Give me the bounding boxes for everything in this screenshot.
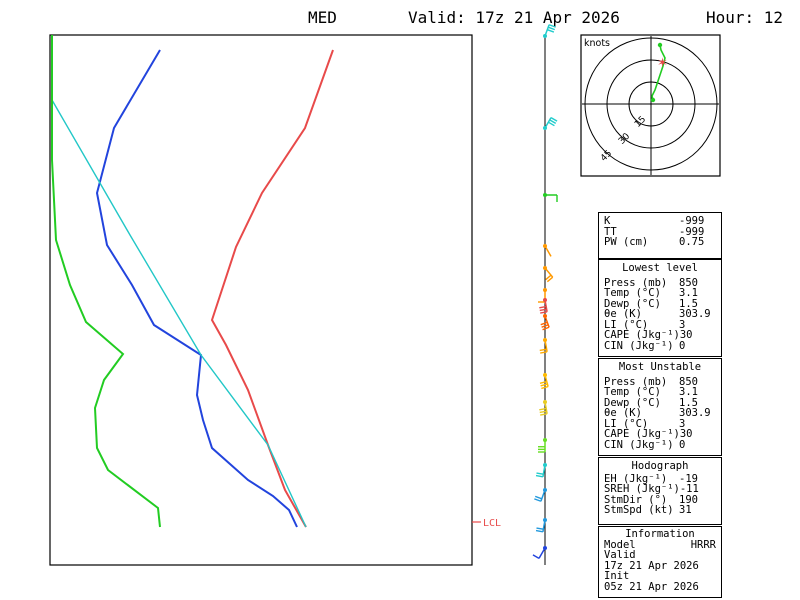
wind-barb bbox=[543, 244, 552, 257]
most-unstable-panel: Most Unstable Press (mb) 850 Temp (°C) 3.1 D… bbox=[598, 358, 722, 456]
most-unstable-row: CAPE (Jkg⁻¹) 30 bbox=[604, 428, 693, 440]
wind-barb bbox=[543, 24, 556, 38]
lowest-level-row: Dewp (°C) 1.5 bbox=[604, 297, 698, 310]
wind-barb bbox=[535, 463, 547, 478]
lowest-level-row: Press (mb) 850 bbox=[604, 276, 698, 289]
init-label: Init bbox=[604, 570, 630, 582]
most-unstable-row: LI (°C) 3 bbox=[604, 417, 686, 430]
hodograph-panel: Hodograph EH (Jkg⁻¹) -19 SREH (Jkg⁻¹) -11 St… bbox=[598, 457, 722, 525]
most-unstable-row: Dewp (°C) 1.5 bbox=[604, 396, 698, 409]
model-row: Model HRRR bbox=[604, 538, 716, 551]
hodograph-trace bbox=[651, 44, 666, 101]
profile-lines bbox=[51, 35, 334, 528]
wetbulb-line bbox=[51, 35, 161, 528]
wind-barb bbox=[535, 518, 547, 533]
information-title: Information bbox=[625, 528, 695, 540]
hodograph: knots 15 30 45 ✶ bbox=[580, 34, 721, 177]
forecast-hour: Hour: 12 bbox=[706, 8, 784, 27]
valid-time: Valid: 17z 21 Apr 2026 bbox=[408, 8, 620, 27]
hodograph-panel-title: Hodograph bbox=[631, 460, 689, 472]
indices-row-pw: PW (cm) 0.75 bbox=[604, 236, 705, 248]
wind-barb bbox=[540, 314, 550, 331]
wind-barb bbox=[543, 193, 558, 202]
lowest-level-panel: Lowest level Press (mb) 850 Temp (°C) 3.1 De… bbox=[598, 259, 722, 357]
wind-barb bbox=[539, 338, 548, 354]
wind-barb bbox=[543, 117, 558, 130]
wind-barb bbox=[532, 546, 547, 559]
dewpoint-line bbox=[95, 49, 298, 528]
most-unstable-title: Most Unstable bbox=[618, 361, 702, 373]
hodograph-row: EH (Jkg⁻¹) -19 bbox=[604, 472, 698, 485]
indices-panel: K -999 TT -999 PW (cm) 0.75 bbox=[598, 212, 722, 259]
hodograph-row: StmDir (°) 190 bbox=[604, 493, 698, 506]
hodograph-row: SREH (Jkg⁻¹) -11 bbox=[604, 483, 699, 495]
indices-row-k: K -999 bbox=[604, 215, 705, 227]
lcl-label: LCL bbox=[483, 518, 501, 529]
lowest-level-row: Temp (°C) 3.1 bbox=[604, 287, 698, 299]
lowest-level-row: CIN (Jkg⁻¹) 0 bbox=[604, 339, 686, 352]
station-name: MED bbox=[308, 8, 337, 27]
hodograph-top-point bbox=[657, 42, 663, 48]
most-unstable-row: Temp (°C) 3.1 bbox=[604, 386, 698, 398]
wind-barb bbox=[543, 266, 554, 283]
temperature-line bbox=[210, 49, 334, 528]
lowest-level-title: Lowest level bbox=[622, 262, 698, 274]
hodograph-units: knots bbox=[584, 38, 610, 49]
parcel-line bbox=[51, 99, 307, 528]
valid-value: 17z 21 Apr 2026 bbox=[604, 559, 699, 572]
wind-barb bbox=[534, 488, 547, 502]
wind-barb bbox=[539, 373, 549, 390]
storm-motion-marker: ✶ bbox=[657, 56, 668, 71]
information-panel: Information Model HRRR Valid 17z 21 Apr 2… bbox=[598, 526, 722, 598]
wind-barbs bbox=[532, 24, 558, 559]
wind-barb bbox=[539, 400, 548, 416]
indices-row-tt: TT -999 bbox=[604, 225, 705, 238]
lowest-level-row: CAPE (Jkg⁻¹) 30 bbox=[604, 329, 693, 341]
lowest-level-row: LI (°C) 3 bbox=[604, 318, 686, 331]
valid-label: Valid bbox=[604, 549, 636, 561]
hodograph-bottom-point bbox=[650, 97, 656, 103]
wind-barb bbox=[539, 298, 548, 314]
lowest-level-row: θe (K) 303.9 bbox=[604, 308, 711, 320]
init-value: 05z 21 Apr 2026 bbox=[604, 580, 699, 593]
most-unstable-row: θe (K) 303.9 bbox=[604, 407, 711, 419]
wind-barb bbox=[538, 438, 547, 453]
skewt-frame bbox=[49, 34, 473, 566]
most-unstable-row: Press (mb) 850 bbox=[604, 375, 698, 388]
most-unstable-row: CIN (Jkg⁻¹) 0 bbox=[604, 438, 686, 451]
hodograph-row: StmSpd (kt) 31 bbox=[604, 504, 692, 516]
